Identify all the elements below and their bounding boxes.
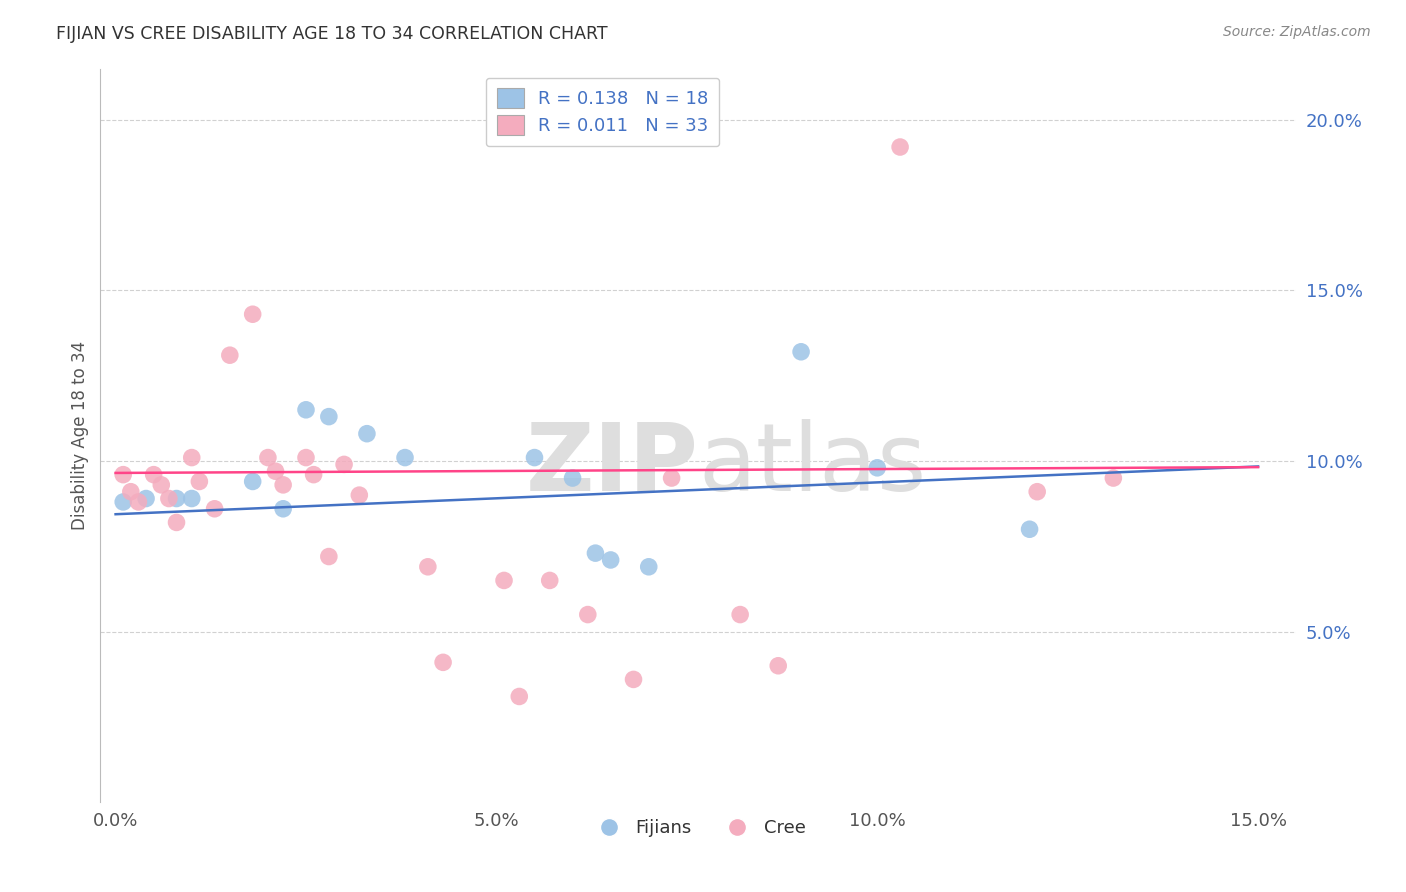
Point bbox=[432, 656, 454, 670]
Point bbox=[295, 402, 318, 417]
Point bbox=[166, 516, 188, 530]
Point bbox=[583, 546, 606, 560]
Point bbox=[242, 307, 264, 321]
Point bbox=[538, 574, 561, 588]
Point bbox=[889, 140, 911, 154]
Point bbox=[637, 559, 659, 574]
Point bbox=[1018, 522, 1040, 536]
Point bbox=[576, 607, 599, 622]
Point bbox=[157, 491, 180, 506]
Point bbox=[623, 673, 645, 687]
Point bbox=[318, 409, 340, 424]
Text: Source: ZipAtlas.com: Source: ZipAtlas.com bbox=[1223, 25, 1371, 39]
Point bbox=[394, 450, 416, 465]
Legend: Fijians, Cree: Fijians, Cree bbox=[583, 812, 813, 845]
Point bbox=[135, 491, 157, 506]
Point bbox=[661, 471, 683, 485]
Point bbox=[120, 484, 142, 499]
Point bbox=[508, 690, 530, 704]
Point bbox=[112, 467, 135, 482]
Point bbox=[561, 471, 583, 485]
Text: FIJIAN VS CREE DISABILITY AGE 18 TO 34 CORRELATION CHART: FIJIAN VS CREE DISABILITY AGE 18 TO 34 C… bbox=[56, 25, 607, 43]
Point bbox=[271, 478, 294, 492]
Point bbox=[1102, 471, 1125, 485]
Point bbox=[302, 467, 325, 482]
Point bbox=[318, 549, 340, 564]
Point bbox=[180, 491, 202, 506]
Point bbox=[271, 501, 294, 516]
Point bbox=[1026, 484, 1049, 499]
Text: ZIP: ZIP bbox=[526, 418, 699, 511]
Point bbox=[523, 450, 546, 465]
Point bbox=[242, 475, 264, 489]
Y-axis label: Disability Age 18 to 34: Disability Age 18 to 34 bbox=[72, 341, 89, 530]
Point bbox=[866, 460, 889, 475]
Point bbox=[416, 559, 439, 574]
Point bbox=[599, 553, 621, 567]
Point bbox=[150, 478, 173, 492]
Point bbox=[204, 501, 226, 516]
Point bbox=[264, 464, 287, 478]
Point bbox=[492, 574, 515, 588]
Point bbox=[257, 450, 280, 465]
Point bbox=[142, 467, 165, 482]
Point bbox=[112, 495, 135, 509]
Point bbox=[180, 450, 202, 465]
Point bbox=[728, 607, 751, 622]
Point bbox=[349, 488, 371, 502]
Text: atlas: atlas bbox=[699, 418, 927, 511]
Point bbox=[295, 450, 318, 465]
Point bbox=[333, 458, 356, 472]
Point bbox=[188, 475, 211, 489]
Point bbox=[790, 344, 813, 359]
Point bbox=[768, 658, 790, 673]
Point bbox=[356, 426, 378, 441]
Point bbox=[166, 491, 188, 506]
Point bbox=[218, 348, 240, 362]
Point bbox=[127, 495, 149, 509]
